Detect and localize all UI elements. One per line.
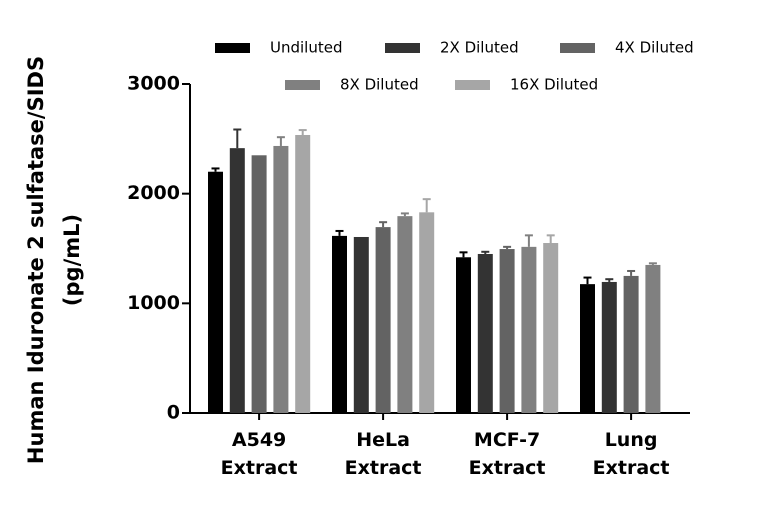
legend-label: 8X Diluted	[340, 76, 419, 94]
bar	[623, 275, 639, 413]
bar	[521, 246, 537, 413]
y-tick-label: 2000	[127, 182, 180, 204]
legend-label: Undiluted	[270, 39, 342, 57]
bar	[499, 249, 515, 413]
bar	[229, 148, 245, 413]
y-tick-label: 1000	[127, 292, 180, 314]
bar	[580, 284, 595, 413]
x-tick-label: MCF-7 Extract	[469, 429, 546, 479]
bar	[273, 145, 289, 413]
legend-label: 2X Diluted	[440, 39, 519, 57]
bar	[645, 264, 661, 413]
legend-label: 16X Diluted	[510, 76, 598, 94]
legend-swatch	[560, 43, 595, 53]
bar	[397, 216, 413, 413]
legend-swatch	[215, 43, 250, 53]
bar	[477, 253, 493, 413]
x-tick-label: A549 Extract	[221, 429, 298, 479]
y-tick-label: 3000	[127, 73, 180, 95]
bar	[601, 281, 617, 413]
bar	[208, 171, 223, 413]
legend-swatch	[285, 80, 320, 90]
bar	[295, 134, 311, 413]
bar	[251, 155, 267, 414]
bar	[543, 243, 559, 413]
bar	[332, 235, 347, 413]
y-axis-label: Human Iduronate 2 sulfatase/SIDS (pg/mL)	[24, 56, 84, 464]
y-tick-label: 0	[167, 402, 180, 424]
bar	[456, 257, 471, 413]
legend-label: 4X Diluted	[615, 39, 694, 57]
x-tick-label: HeLa Extract	[345, 429, 422, 479]
x-tick-label: Lung Extract	[593, 429, 670, 479]
bar	[419, 212, 435, 413]
legend-swatch	[455, 80, 490, 90]
bar	[353, 236, 369, 413]
legend-swatch	[385, 43, 420, 53]
bar	[375, 227, 391, 413]
